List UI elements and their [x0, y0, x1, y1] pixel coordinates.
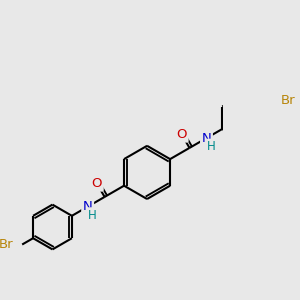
Text: Br: Br — [280, 94, 295, 107]
Text: O: O — [92, 177, 102, 190]
Text: Br: Br — [0, 238, 14, 251]
Text: N: N — [202, 132, 212, 145]
Text: O: O — [177, 128, 187, 141]
Text: H: H — [207, 140, 216, 153]
Text: H: H — [88, 209, 97, 222]
Text: N: N — [83, 200, 92, 213]
